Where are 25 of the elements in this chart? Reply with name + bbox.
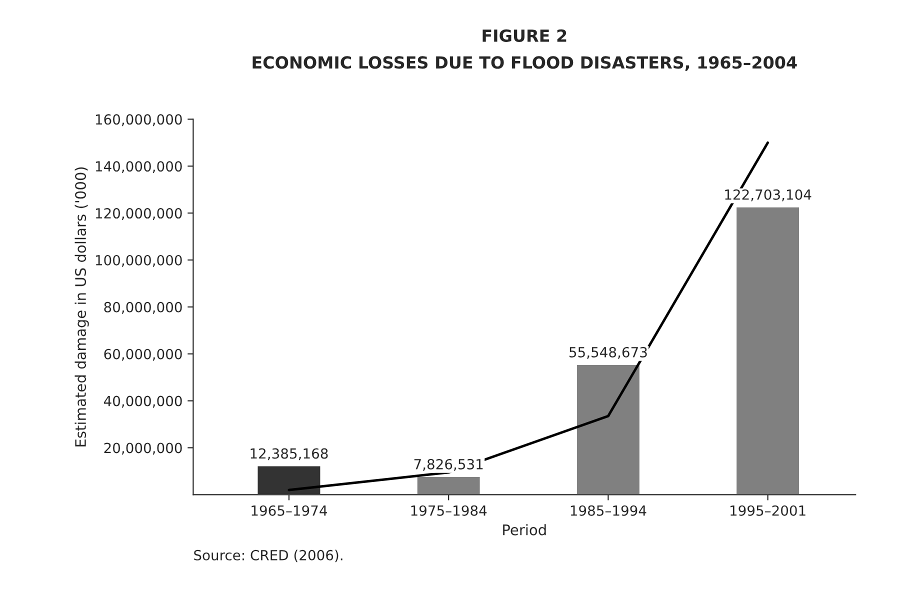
y-axis-title: Estimated damage in US dollars ('000): [74, 167, 89, 446]
data-label: 7,826,531: [414, 458, 483, 471]
x-axis-title: Period: [503, 524, 546, 536]
x-tick-label: 1965–1974: [252, 505, 328, 516]
x-tick-label: 1995–2001: [730, 505, 806, 516]
x-tick-label: 1985–1994: [570, 505, 646, 516]
bar: [576, 364, 641, 495]
bar: [416, 476, 482, 495]
chart-title: FIGURE 2: [482, 29, 566, 42]
y-tick-label: 80,000,000: [104, 302, 182, 314]
y-tick-label: 100,000,000: [96, 254, 182, 267]
chart-subtitle: ECONOMIC LOSSES DUE TO FLOOD DISASTERS, 1965–2004: [252, 56, 797, 71]
y-tick-label: 40,000,000: [104, 396, 182, 408]
data-label: 12,385,168: [250, 448, 328, 460]
bar: [256, 464, 322, 495]
data-label: 122,703,104: [725, 189, 812, 202]
source-note: Source: CRED (2006).: [194, 550, 342, 562]
y-tick-label: 120,000,000: [96, 208, 182, 220]
bar: [735, 206, 800, 495]
y-tick-label: 60,000,000: [104, 348, 182, 361]
y-tick-label: 20,000,000: [104, 442, 182, 455]
data-label: 55,548,673: [570, 346, 647, 359]
y-tick-label: 140,000,000: [96, 161, 182, 174]
x-tick-label: 1975–1984: [411, 505, 487, 516]
y-tick-label: 160,000,000: [96, 114, 182, 126]
